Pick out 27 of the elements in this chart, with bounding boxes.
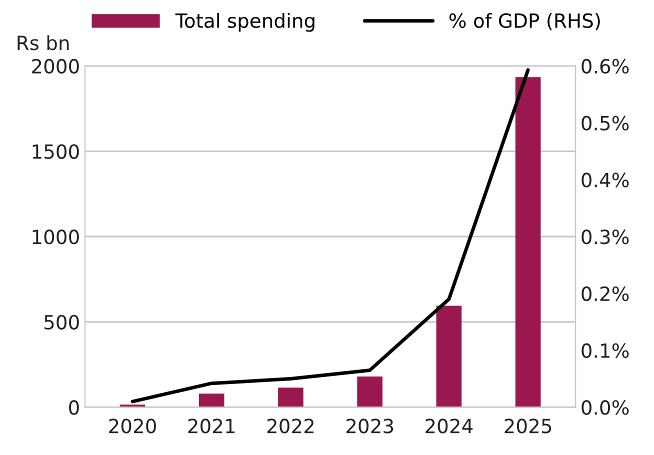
x-tick-label: 2023	[346, 418, 394, 434]
x-tick-label: 2020	[109, 418, 156, 434]
y-tick-label: 2000	[32, 58, 79, 74]
bar	[278, 388, 304, 408]
y2-tick-label: 0.4%	[582, 172, 629, 188]
y2-tick-label: 0.0%	[582, 400, 629, 415]
x-tick-label: 2025	[504, 418, 552, 434]
y2-tick-label: 0.2%	[582, 286, 629, 302]
y2-tick-label: 0.1%	[582, 343, 629, 358]
y-axis-title: Rs bn	[18, 35, 69, 50]
line-series	[130, 68, 530, 404]
y2-tick-label: 0.6%	[582, 58, 629, 74]
x-tick-label: 2022	[267, 418, 314, 434]
y2-tick-label: 0.3%	[582, 230, 629, 244]
bar	[515, 77, 541, 408]
y2-tick-label: 0.5%	[582, 116, 629, 131]
x-tick-label: 2021	[188, 418, 235, 434]
bar	[357, 376, 382, 408]
x-tick-label: 2024	[426, 418, 473, 434]
legend-label: Total spending	[175, 12, 314, 32]
bar	[436, 306, 462, 408]
y-tick-label: 1000	[32, 230, 79, 244]
y-tick-label: 1500	[32, 144, 79, 159]
y-tick-label: 0	[69, 400, 79, 415]
bar	[198, 394, 224, 408]
y-tick-label: 500	[44, 314, 79, 330]
legend-label: % of GDP (RHS)	[449, 12, 600, 30]
